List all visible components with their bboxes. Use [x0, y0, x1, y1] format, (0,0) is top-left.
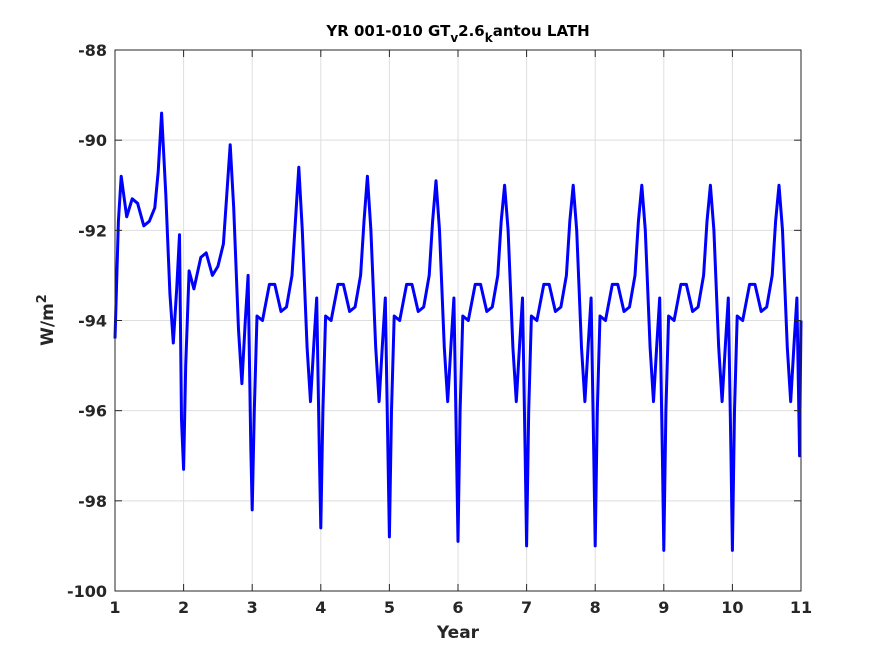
title-part-mid: 2.6	[458, 22, 485, 40]
x-tick-label: 1	[109, 598, 120, 617]
x-ticks: 1 2 3 4 5 6 7 8 9 10 11	[109, 50, 812, 617]
chart-title: YR 001-010 GTv2.6kantou LATH	[325, 22, 589, 45]
y-axis-label-sup: 2	[35, 294, 50, 303]
title-sub-k: k	[485, 31, 494, 45]
x-tick-label: 9	[658, 598, 669, 617]
title-sub-v: v	[450, 31, 458, 45]
y-tick-label: -96	[78, 402, 107, 421]
x-tick-label: 11	[790, 598, 812, 617]
x-tick-label: 5	[384, 598, 395, 617]
y-tick-label: -90	[78, 131, 107, 150]
y-tick-label: -98	[78, 492, 107, 511]
title-part-pre: YR 001-010 GT	[325, 22, 451, 40]
series-group	[113, 111, 803, 552]
x-tick-label: 4	[315, 598, 326, 617]
y-axis-label: W/m2	[35, 294, 58, 346]
x-axis-label: Year	[436, 623, 480, 643]
x-tick-label: 3	[247, 598, 258, 617]
x-tick-label: 8	[590, 598, 601, 617]
y-tick-label: -100	[67, 582, 107, 601]
series-line	[113, 111, 803, 552]
y-axis-label-base: W/m	[38, 303, 58, 346]
y-ticks: -100 -98 -96 -94 -92 -90 -88	[67, 41, 801, 601]
x-tick-label: 7	[521, 598, 532, 617]
title-part-post: antou LATH	[493, 22, 590, 40]
x-tick-label: 6	[452, 598, 463, 617]
y-tick-label: -94	[78, 312, 107, 331]
x-tick-label: 2	[178, 598, 189, 617]
y-tick-label: -88	[78, 41, 107, 60]
y-tick-label: -92	[78, 221, 107, 240]
x-tick-label: 10	[721, 598, 743, 617]
